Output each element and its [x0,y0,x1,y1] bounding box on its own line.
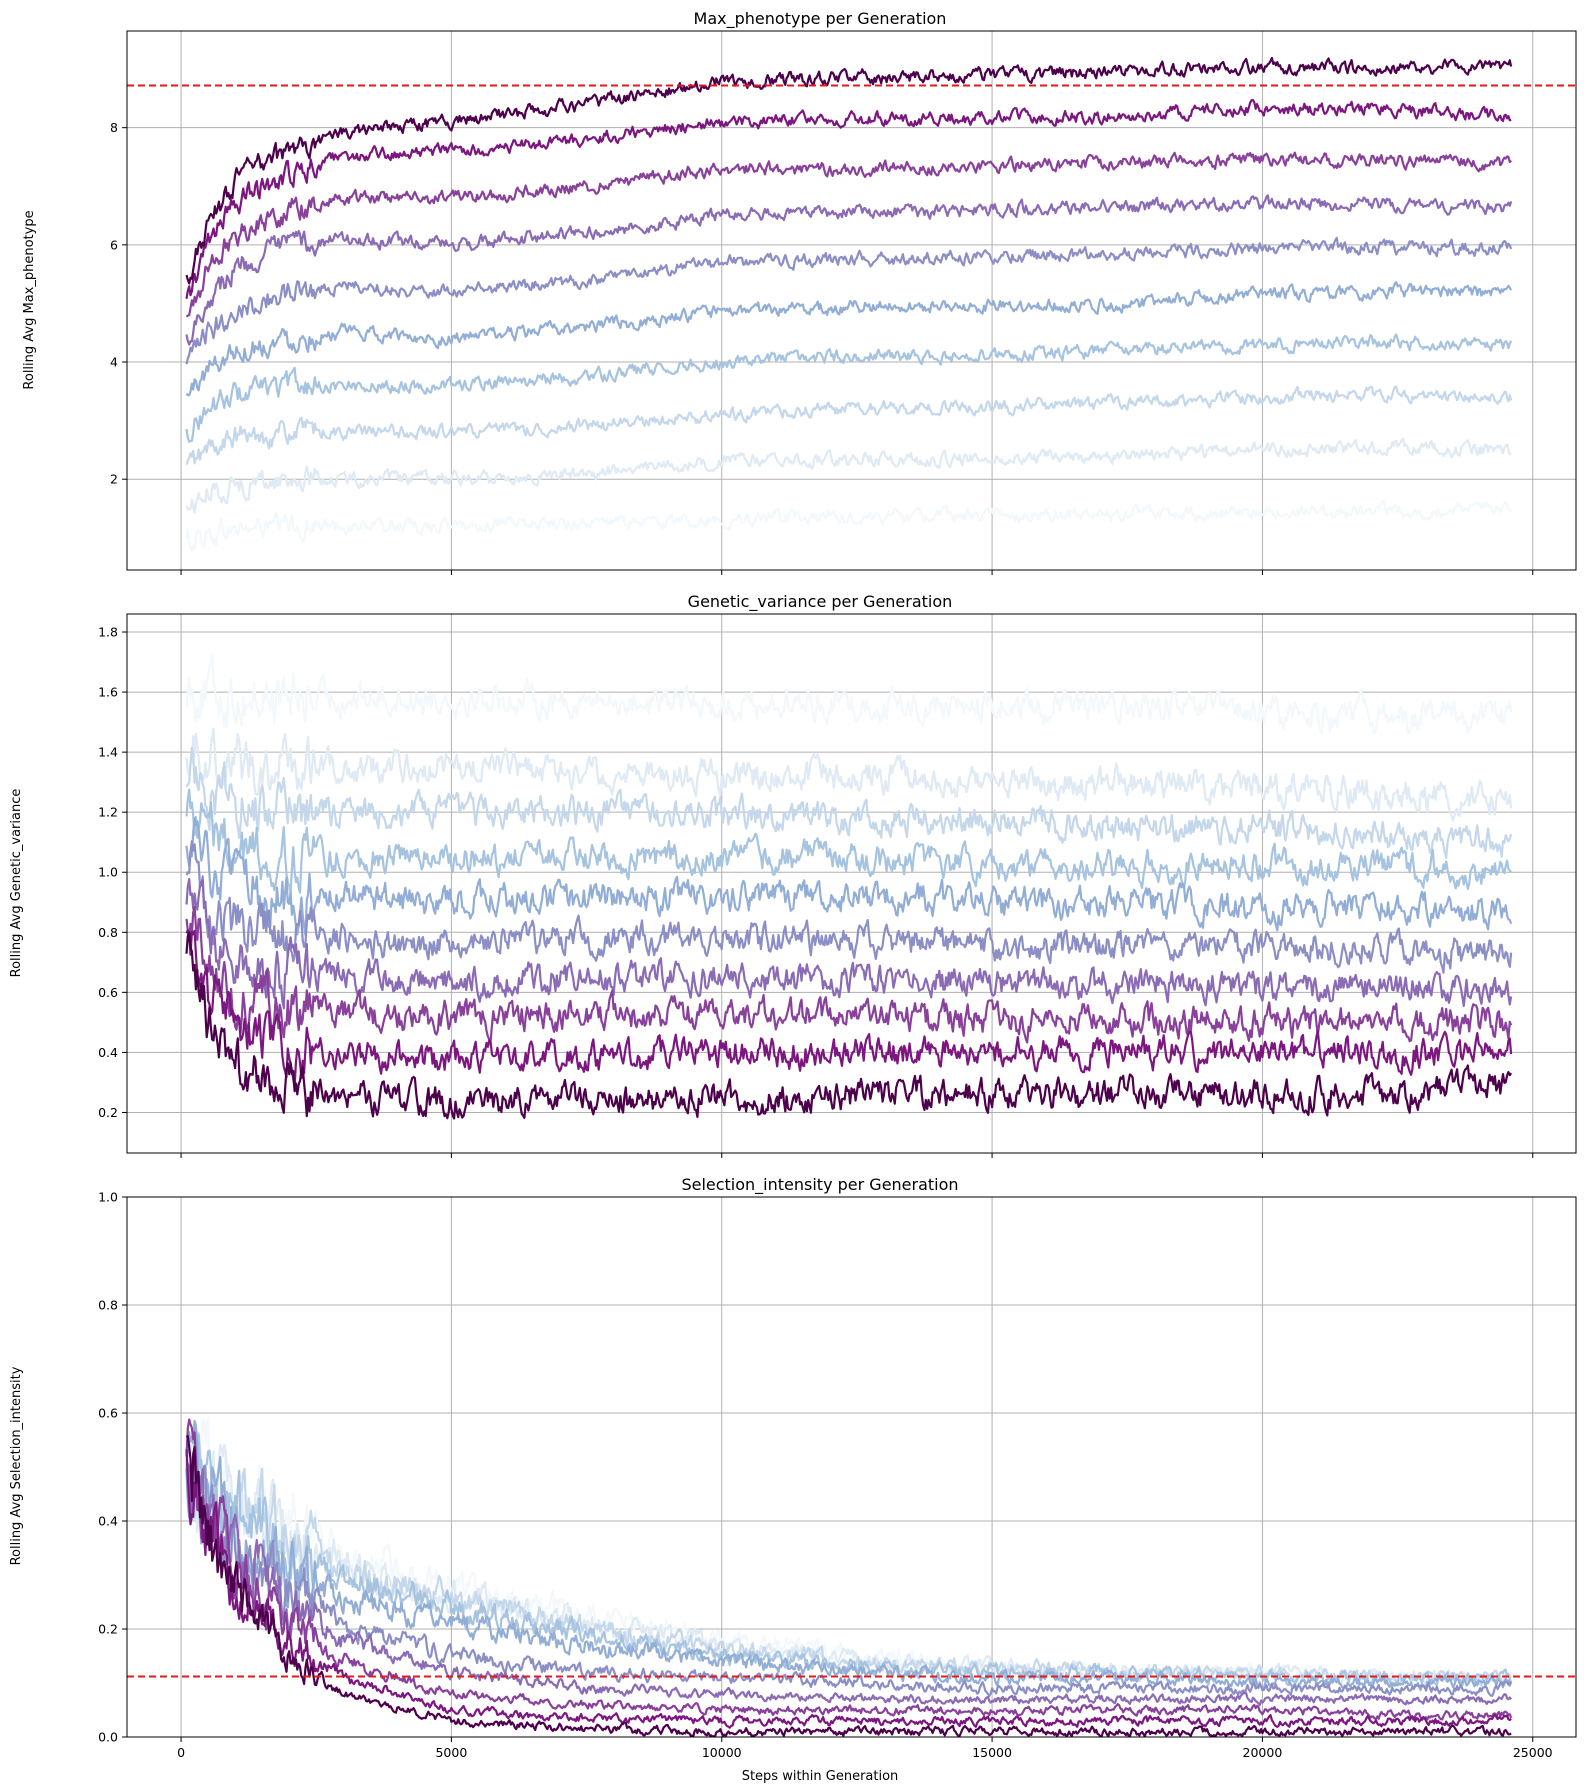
series-line [185,931,1513,1120]
series-line [185,151,1512,318]
series-line [185,437,1512,514]
y-tick-label: 0.2 [98,1105,118,1120]
series-line [185,929,1513,1089]
y-tick-label: 1.0 [98,865,118,880]
series-line [185,500,1513,552]
series-line [185,98,1512,299]
y-tick-label: 1.0 [98,1190,118,1205]
axes-frame [126,30,1577,571]
y-tick-label: 1.4 [98,745,118,760]
y-tick-label: 0.4 [98,1514,118,1529]
series-line [185,654,1513,736]
y-tick-label: 0.8 [98,925,118,940]
panel-max-phenotype: Max_phenotype per Generation Rolling Avg… [22,9,1577,575]
series-line [185,877,1513,1010]
y-tick-label: 1.2 [98,805,118,820]
x-tick-label: 15000 [972,1745,1012,1760]
series-line [185,1444,1513,1707]
panel-title: Genetic_variance per Generation [688,592,953,612]
series-line [185,1449,1512,1729]
y-tick-label: 1.8 [98,625,118,640]
series-line [185,727,1513,822]
x-tick-label: 0 [177,1745,185,1760]
y-tick-label: 0.0 [98,1730,118,1745]
y-tick-label: 2 [110,472,118,487]
series-line [185,816,1513,936]
plot-area [185,56,1513,552]
panel-selection-intensity: Selection_intensity per Generation Rolli… [9,1175,1577,1784]
series-line [185,746,1513,860]
plot-area [185,1416,1513,1737]
series-line [185,788,1512,895]
series-line [185,385,1513,465]
series-line [185,1457,1512,1698]
y-tick-label: 0.6 [98,1406,118,1421]
x-tick-label: 5000 [435,1745,467,1760]
series-line [185,1419,1513,1692]
series-line [185,839,1513,974]
y-tick-label: 8 [110,120,118,135]
panel-title: Max_phenotype per Generation [694,9,947,29]
x-tick-label: 10000 [702,1745,742,1760]
panel-genetic-variance: Genetic_variance per Generation Rolling … [9,592,1577,1158]
series-line [185,905,1513,1044]
panel-title: Selection_intensity per Generation [681,1175,958,1195]
x-axis-label: Steps within Generation [742,1769,899,1784]
y-tick-label: 1.6 [98,685,118,700]
series-line [185,1418,1513,1722]
axes-frame [126,1196,1577,1738]
y-tick-label: 6 [110,237,118,252]
y-tick-label: 0.8 [98,1298,118,1313]
y-axis-label: Rolling Avg Selection_intensity [9,1366,24,1565]
y-tick-label: 0.6 [98,985,118,1000]
y-tick-label: 0.4 [98,1045,118,1060]
series-line [185,194,1513,346]
series-line [185,281,1513,397]
series-line [185,1433,1513,1687]
x-tick-label: 20000 [1243,1745,1283,1760]
y-tick-label: 0.2 [98,1622,118,1637]
series-line [185,333,1513,443]
y-axis-label: Rolling Avg Max_phenotype [22,210,37,389]
series-line [185,236,1513,365]
axes-frame [126,613,1577,1154]
plot-area [185,654,1513,1120]
series-line [185,1434,1512,1737]
series-line [185,56,1513,285]
y-tick-label: 4 [110,355,118,370]
x-tick-label: 25000 [1513,1745,1553,1760]
y-axis-label: Rolling Avg Genetic_variance [9,789,24,978]
